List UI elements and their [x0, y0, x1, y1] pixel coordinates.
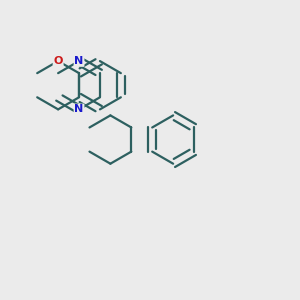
- Text: O: O: [53, 56, 63, 66]
- Text: N: N: [74, 56, 84, 66]
- Text: N: N: [74, 104, 84, 114]
